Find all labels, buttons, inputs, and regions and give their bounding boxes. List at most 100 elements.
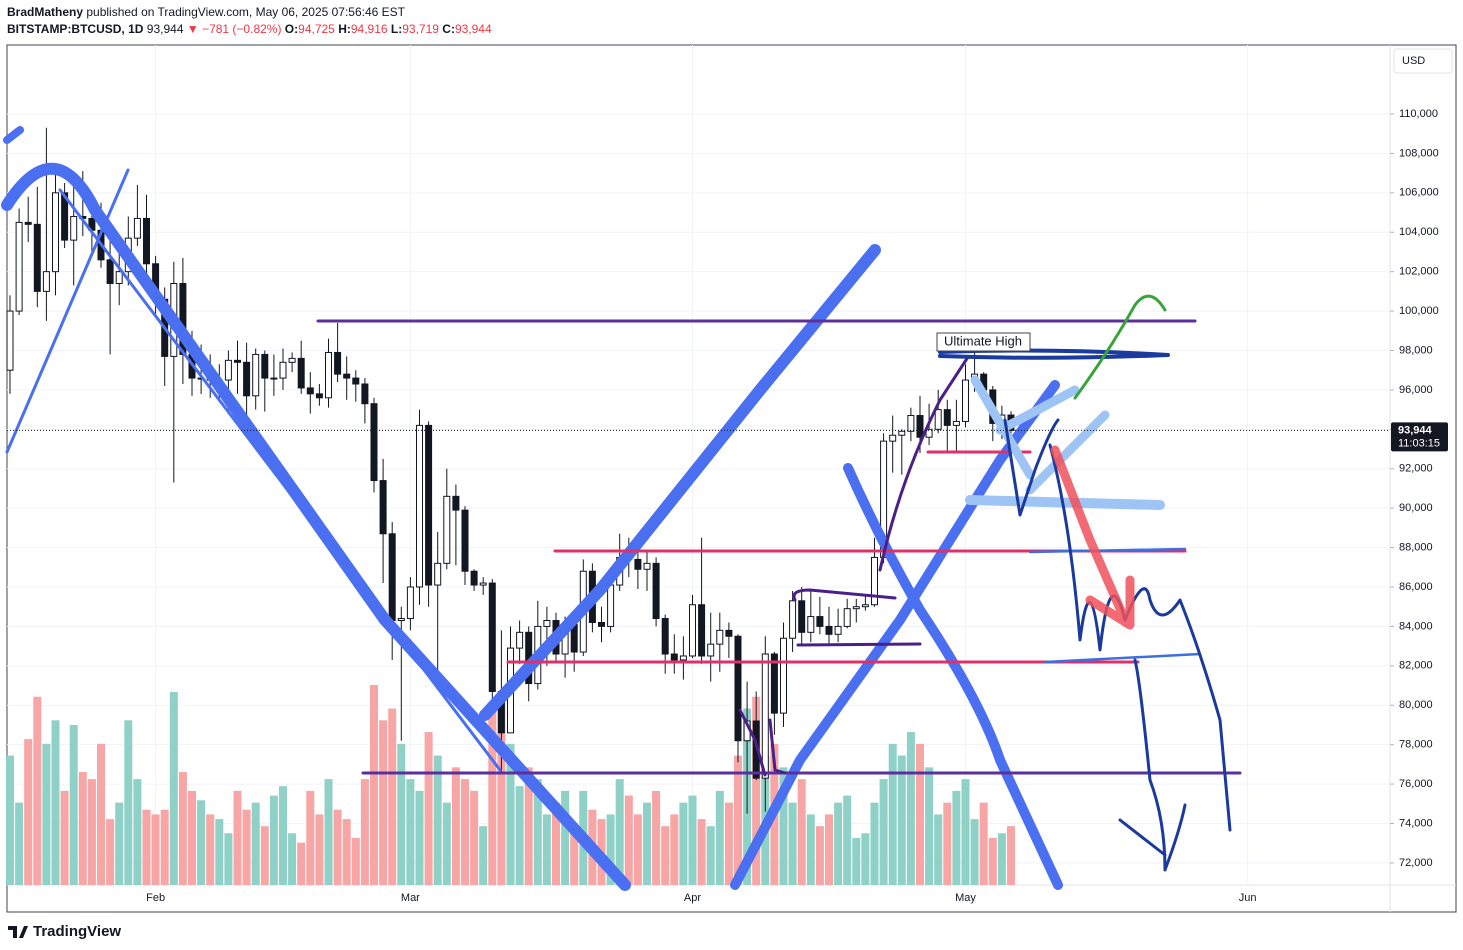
volume-bar (879, 779, 888, 885)
volume-bar (633, 814, 642, 885)
drawing (878, 355, 970, 572)
candle-body (370, 403, 378, 482)
candle-body (343, 373, 351, 379)
volume-bar (288, 833, 297, 885)
candle-body (789, 600, 797, 639)
candle-body (761, 653, 769, 779)
drawing (1050, 445, 1135, 630)
symbol: BITSTAMP:BTCUSD, 1D (7, 22, 144, 36)
candle-body (634, 558, 642, 570)
volume-bar (360, 779, 369, 885)
candle-body (916, 415, 924, 438)
y-tick-label: 86,000 (1399, 581, 1433, 593)
volume-bar (479, 826, 488, 885)
volume-bar (897, 755, 906, 885)
volume-bar (488, 708, 497, 885)
drawing (5, 168, 130, 454)
volume-bar (351, 837, 360, 885)
candle-body (643, 562, 651, 570)
volume-bar (961, 779, 970, 885)
volume-bar (670, 814, 679, 885)
volume-bar (706, 826, 715, 885)
volume-bar (78, 772, 87, 885)
volume-bar (424, 732, 433, 885)
candle-body (33, 223, 41, 292)
candle-body (334, 351, 342, 375)
candle-body (843, 608, 851, 627)
ohlc-label: H: (338, 22, 351, 36)
volume-bar (697, 819, 706, 885)
volume-bar (788, 802, 797, 885)
volume-bar (515, 786, 524, 885)
volume-bar (60, 790, 69, 885)
volume-bar (724, 802, 733, 885)
candle-body (279, 361, 287, 379)
ohlc-value: 94,916 (350, 22, 388, 36)
candle-body (798, 600, 806, 633)
volume-bar (69, 725, 78, 885)
x-tick-label: Feb (146, 892, 165, 904)
volume-bar (752, 696, 761, 885)
drawing (970, 375, 1110, 495)
candle-body (488, 582, 496, 692)
drawing (58, 188, 502, 772)
candle-body (288, 357, 296, 363)
volume-bar (561, 790, 570, 885)
volume-bar (397, 743, 406, 885)
volume-bar (806, 814, 815, 885)
candle-body (543, 620, 551, 627)
candle-body (452, 495, 460, 511)
candle-body (961, 379, 969, 422)
y-tick-label: 80,000 (1399, 699, 1433, 711)
drawing (1028, 547, 1202, 664)
volume-bar (542, 814, 551, 885)
ohlc-label: O: (284, 22, 299, 36)
volume-bar (142, 809, 151, 885)
annotation-box (936, 332, 1031, 352)
candle-body (652, 562, 660, 620)
volume-bar (297, 842, 306, 885)
volume-bar (278, 786, 287, 885)
candle-body (934, 409, 942, 430)
candle-body (661, 618, 669, 655)
volume-bar (242, 809, 251, 885)
volume-bar (251, 802, 260, 885)
candle-body (770, 653, 778, 714)
candle-body (688, 604, 696, 657)
volume-bar (915, 743, 924, 885)
volume-bar (779, 767, 788, 885)
drawing (730, 380, 1060, 890)
drawing (1, 162, 631, 891)
y-tick-label: 88,000 (1399, 541, 1433, 553)
ohlc-label: L: (390, 22, 403, 36)
y-tick-label: 72,000 (1399, 857, 1433, 869)
candle-body (952, 420, 960, 426)
volume-bar (451, 767, 460, 885)
currency-box[interactable] (1393, 48, 1453, 74)
candle-body (52, 192, 60, 273)
publisher: BradMatheny (7, 5, 84, 19)
volume-bar (652, 790, 661, 885)
x-tick-label: Apr (684, 892, 701, 904)
candle-body (42, 271, 50, 292)
volume-bar (679, 802, 688, 885)
volume-bar (797, 779, 806, 885)
volume-bar (997, 833, 1006, 885)
candle-body (698, 604, 706, 657)
volume-bar (606, 814, 615, 885)
volume-bar (815, 826, 824, 885)
volume-bar (733, 755, 742, 885)
volume-bar (260, 826, 269, 885)
ohlc-value: 94,725 (298, 22, 335, 36)
candle-body (388, 533, 396, 622)
volume-bar (224, 833, 233, 885)
logo (8, 926, 28, 938)
candle-body (315, 393, 323, 399)
candle-body (434, 562, 442, 586)
symbol-line: BITSTAMP:BTCUSD, 1D 93,944 ▼ −781 (−0.82… (7, 22, 492, 36)
volume-bar (906, 732, 915, 885)
ohlc: O:94,725 H:94,916 L:93,719 C:93,944 (285, 22, 492, 36)
candle-body (352, 377, 360, 385)
volume-bar (97, 743, 106, 885)
